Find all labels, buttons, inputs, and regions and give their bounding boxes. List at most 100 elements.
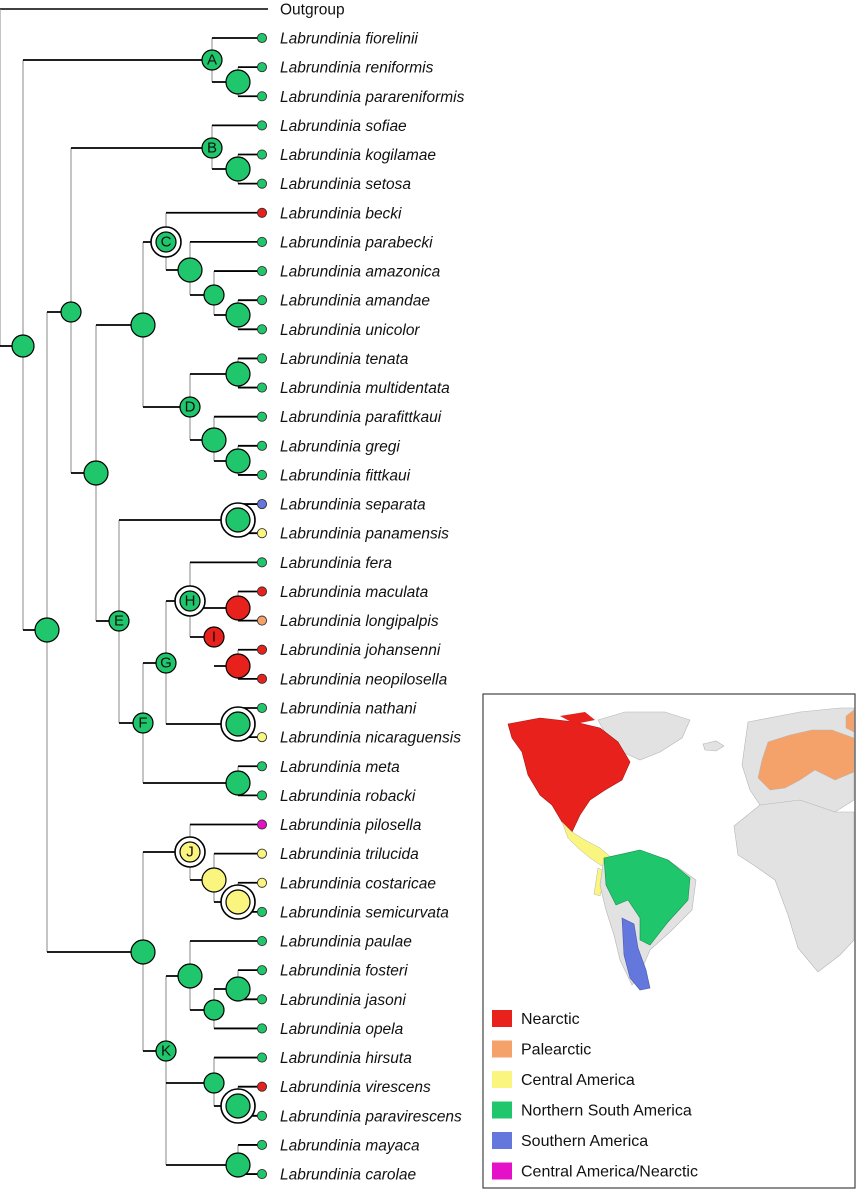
clade-label: G (160, 655, 172, 672)
ancestral-node (225, 507, 251, 533)
clade-label: B (207, 140, 217, 157)
taxon-label: Labrundinia opela (280, 1021, 404, 1038)
ancestral-node (83, 460, 109, 486)
tip-marker (256, 32, 268, 44)
tree-nodes: A B C D I H G F E J K (11, 49, 256, 1178)
taxon-label: Labrundinia unicolor (280, 322, 420, 339)
ancestral-node (201, 49, 223, 71)
world-map (507, 707, 855, 991)
tree-branches (0, 8, 268, 1175)
legend-swatch (492, 1101, 512, 1119)
ancestral-node (225, 156, 251, 182)
tree-tips: Labrundinia fiorelinii Labrundinia renifo… (256, 2, 465, 1184)
tip-marker (256, 353, 268, 364)
ancestral-node (203, 626, 225, 648)
outgroup-label: Outgroup (280, 2, 345, 19)
ancestral-node (225, 711, 251, 737)
ancestral-node (130, 312, 156, 338)
tip-marker (256, 965, 268, 976)
legend-label: Central America (521, 1072, 635, 1089)
ancestral-node (179, 590, 201, 612)
tip-marker (256, 702, 268, 714)
tip-marker (256, 1023, 268, 1034)
tip-marker (256, 1139, 268, 1150)
tip-marker (256, 615, 268, 626)
tip-marker (256, 848, 268, 859)
taxon-label: Labrundinia paulae (280, 934, 412, 951)
taxon-label: Labrundinia carolae (280, 1167, 417, 1184)
palearctic-region (757, 729, 855, 791)
tip-marker (256, 557, 268, 568)
ancestral-node (108, 610, 130, 632)
tip-marker (256, 906, 268, 917)
clade-label: K (161, 1043, 171, 1060)
legend-label: Central America/Nearctic (521, 1164, 698, 1181)
taxon-label: Labrundinia nathani (280, 700, 417, 717)
taxon-label: Labrundinia virescens (280, 1079, 431, 1096)
clade-label: E (114, 613, 124, 630)
legend-swatch (492, 1040, 512, 1058)
ancestral-node (155, 231, 177, 253)
northern-south-america-region (603, 849, 691, 946)
tip-marker (256, 62, 268, 73)
ancestral-node (201, 427, 227, 453)
distribution-map-panel: Nearctic Palearctic Central America Norther… (482, 693, 856, 1189)
taxon-label: Labrundinia tenata (280, 351, 409, 368)
nearctic-region (507, 717, 631, 833)
legend-swatch (492, 1162, 512, 1180)
taxon-label: Labrundinia parareniformis (280, 89, 465, 106)
ancestral-node (203, 999, 225, 1021)
tip-marker (256, 324, 268, 335)
ancestral-node (225, 595, 251, 621)
ancestral-node (34, 617, 60, 643)
taxon-label: Labrundinia trilucida (280, 846, 419, 863)
ancestral-node (225, 302, 251, 328)
taxon-label: Labrundinia panamensis (280, 526, 449, 543)
taxon-label: Labrundinia costaricae (280, 875, 436, 892)
iceland-shape (702, 740, 725, 752)
ancestral-node (225, 69, 251, 95)
clade-label: I (212, 629, 216, 646)
taxon-label: Labrundinia multidentata (280, 380, 450, 397)
ancestral-node (11, 334, 35, 358)
clade-label: A (207, 52, 217, 69)
africa-shape (733, 799, 855, 973)
taxon-label: Labrundinia setosa (280, 176, 411, 193)
tip-marker (256, 935, 268, 947)
clade-label: C (161, 234, 172, 251)
taxon-label: Labrundinia meta (280, 759, 400, 776)
clade-label: D (185, 399, 196, 416)
tip-marker (256, 586, 268, 597)
taxon-label: Labrundinia mayaca (280, 1137, 420, 1154)
taxon-label: Labrundinia semicurvata (280, 904, 449, 921)
legend-label: Palearctic (521, 1042, 591, 1059)
ancestral-node (225, 770, 251, 796)
tip-marker (256, 761, 268, 772)
legend-swatch (492, 1071, 512, 1088)
tip-marker (256, 120, 268, 131)
tip-marker (256, 1081, 268, 1092)
taxon-label: Labrundinia fosteri (280, 963, 408, 980)
tip-marker (256, 149, 268, 160)
clade-label: F (138, 715, 147, 732)
clade-label: H (185, 593, 196, 610)
ancestral-node (177, 963, 203, 989)
tip-marker (256, 499, 268, 510)
ancestral-node (225, 653, 251, 679)
tip-marker (256, 382, 268, 393)
tip-marker (256, 790, 268, 801)
tip-marker (256, 877, 268, 888)
tip-marker (256, 440, 268, 451)
tip-marker (256, 528, 268, 539)
tip-marker (256, 1110, 268, 1121)
ancestral-node (225, 976, 251, 1002)
legend-label: Northern South America (521, 1103, 692, 1120)
nearctic-islands (560, 712, 595, 724)
legend-label: Southern America (521, 1133, 648, 1150)
taxon-label: Labrundinia parafittkaui (280, 409, 442, 426)
taxon-label: Labrundinia becki (280, 205, 402, 222)
ancestral-node (203, 284, 225, 306)
taxon-label: Labrundinia fera (280, 555, 392, 572)
tip-marker (256, 178, 268, 189)
